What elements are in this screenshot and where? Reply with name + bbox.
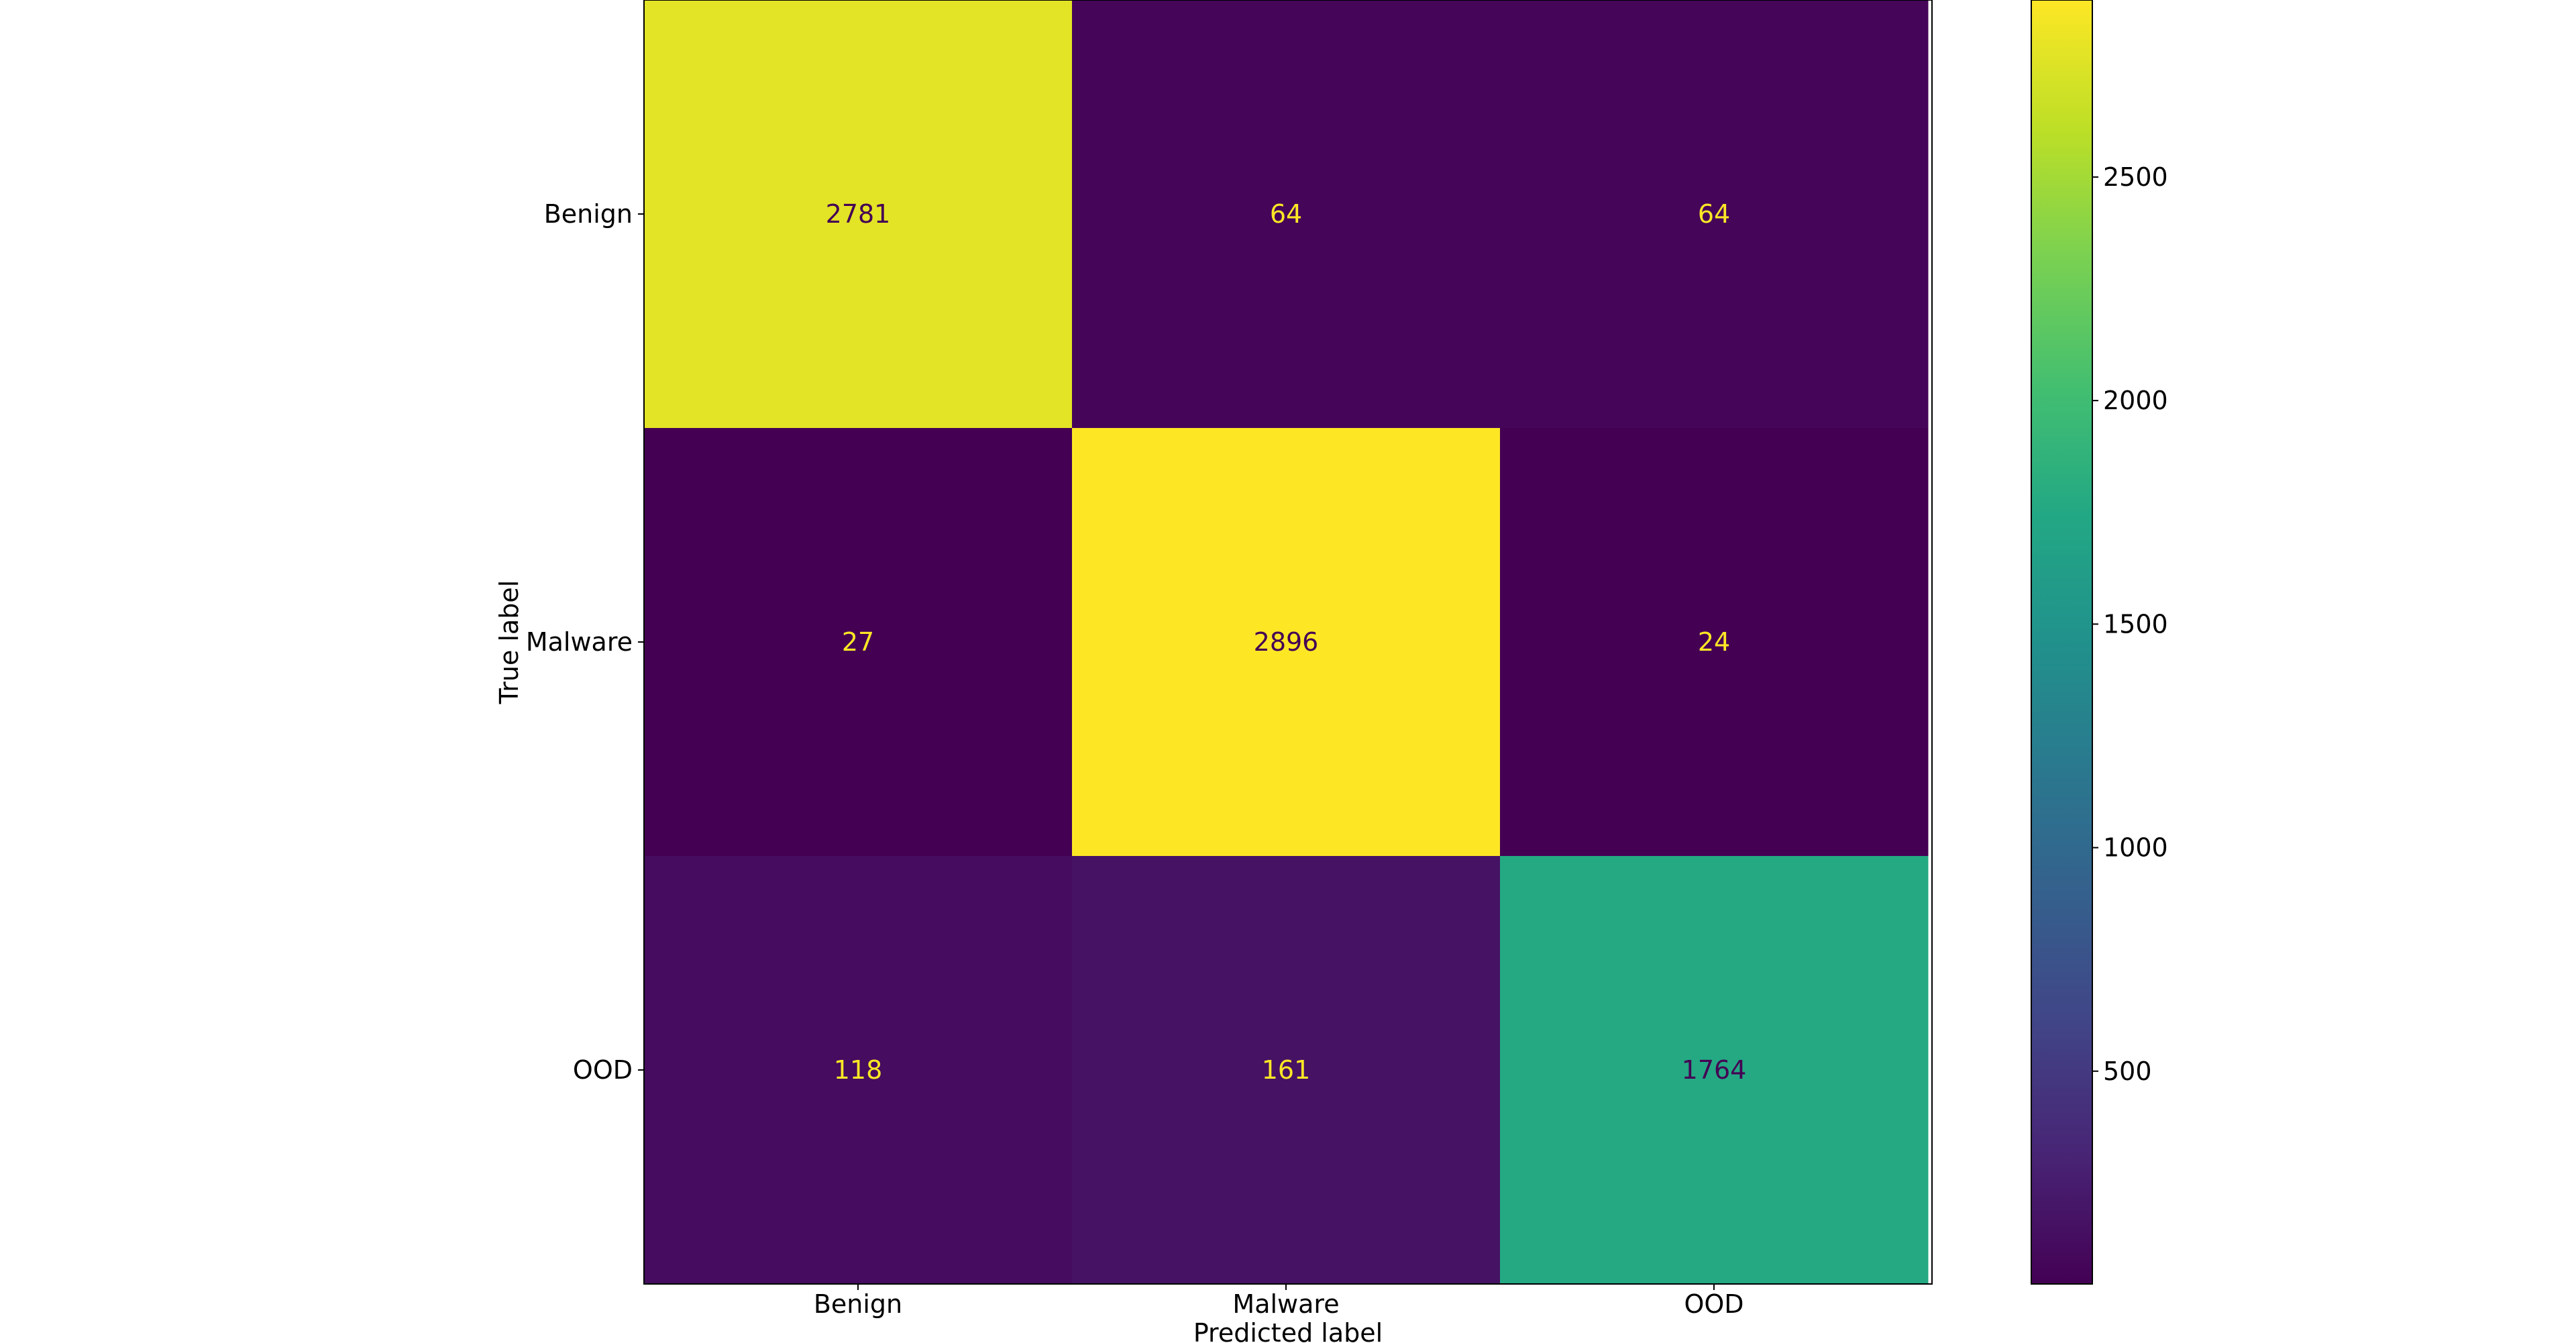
heatmap-cell [1500,428,1929,857]
x-axis-title: Predicted label [1193,1318,1383,1343]
y-tick-label: Benign [544,199,633,229]
colorbar: 500 1000 1500 2000 2500 [2031,0,2168,1285]
cell-value-label: 2896 [1254,627,1319,657]
y-tick-label: Malware [526,627,633,657]
colorbar-tick-label: 2000 [2103,386,2168,415]
cell-value-label: 2781 [826,199,891,229]
heatmap-cell [1072,856,1501,1285]
x-tick-label: Benign [814,1289,902,1319]
cell-value-label: 64 [1270,199,1302,229]
colorbar-tick-label: 1500 [2103,609,2168,639]
cell-value-label: 118 [834,1055,883,1085]
heatmap-cell [1072,0,1501,429]
heatmap-cell [644,0,1073,429]
heatmap-cell [644,428,1073,857]
colorbar-tick-label: 500 [2103,1057,2152,1086]
colorbar-gradient [2031,0,2092,1284]
y-axis: Benign Malware OOD [526,199,644,1085]
heatmap-cell [1500,0,1929,429]
x-tick-label: Malware [1232,1289,1339,1319]
y-axis-title: True label [494,580,524,705]
cell-value-label: 27 [842,627,874,657]
heatmap-cells: 2781 64 64 27 2896 24 118 161 1764 [644,0,1929,1285]
x-axis: Benign Malware OOD [814,1284,1744,1319]
x-tick-label: OOD [1684,1289,1743,1319]
cell-value-label: 161 [1262,1055,1311,1085]
colorbar-tick-label: 1000 [2103,833,2168,863]
cell-value-label: 1764 [1682,1055,1747,1085]
heatmap-cell [644,856,1073,1285]
cell-value-label: 24 [1698,627,1730,657]
heatmap-cell [1500,856,1929,1285]
y-tick-label: OOD [573,1055,633,1085]
cell-value-label: 64 [1698,199,1730,229]
heatmap-cell [1072,428,1501,857]
colorbar-tick-label: 2500 [2103,162,2168,192]
colorbar-frame [2031,0,2093,1285]
